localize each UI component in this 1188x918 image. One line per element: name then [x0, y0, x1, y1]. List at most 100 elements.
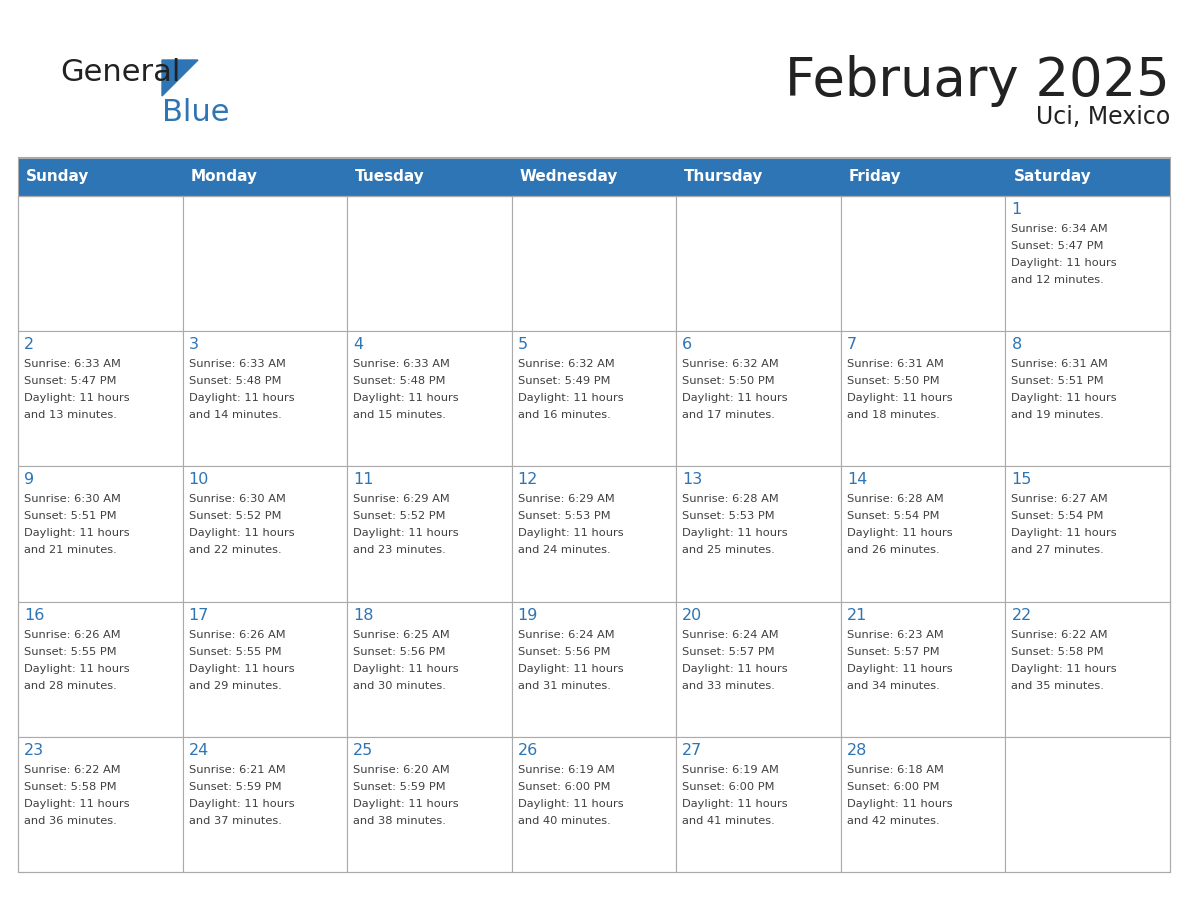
Text: Sunset: 5:47 PM: Sunset: 5:47 PM: [24, 376, 116, 386]
Bar: [1005, 158, 1170, 196]
Text: February 2025: February 2025: [785, 55, 1170, 107]
Text: Daylight: 11 hours: Daylight: 11 hours: [189, 799, 295, 809]
Text: Sunset: 5:55 PM: Sunset: 5:55 PM: [189, 646, 282, 656]
Text: and 16 minutes.: and 16 minutes.: [518, 410, 611, 420]
Text: Daylight: 11 hours: Daylight: 11 hours: [682, 799, 788, 809]
Text: and 30 minutes.: and 30 minutes.: [353, 680, 446, 690]
Text: and 23 minutes.: and 23 minutes.: [353, 545, 446, 555]
Bar: [1005, 196, 1170, 331]
Text: Sunset: 5:52 PM: Sunset: 5:52 PM: [353, 511, 446, 521]
Bar: [183, 196, 347, 331]
Text: Tuesday: Tuesday: [355, 170, 425, 185]
Text: Sunrise: 6:33 AM: Sunrise: 6:33 AM: [189, 359, 285, 369]
Text: Sunrise: 6:29 AM: Sunrise: 6:29 AM: [353, 495, 450, 504]
Bar: [676, 331, 841, 466]
Text: Sunrise: 6:24 AM: Sunrise: 6:24 AM: [518, 630, 614, 640]
Text: and 25 minutes.: and 25 minutes.: [682, 545, 775, 555]
Text: 22: 22: [1011, 608, 1031, 622]
Text: and 14 minutes.: and 14 minutes.: [189, 410, 282, 420]
Text: Sunrise: 6:33 AM: Sunrise: 6:33 AM: [24, 359, 121, 369]
Text: and 15 minutes.: and 15 minutes.: [353, 410, 446, 420]
Text: Sunset: 6:00 PM: Sunset: 6:00 PM: [847, 782, 940, 792]
Text: Sunset: 5:53 PM: Sunset: 5:53 PM: [682, 511, 775, 521]
Bar: [18, 601, 183, 737]
Text: Sunset: 5:57 PM: Sunset: 5:57 PM: [847, 646, 940, 656]
Bar: [676, 466, 841, 601]
Text: Sunset: 5:51 PM: Sunset: 5:51 PM: [24, 511, 116, 521]
Text: 15: 15: [1011, 473, 1032, 487]
Bar: [841, 158, 1005, 196]
Text: Sunrise: 6:22 AM: Sunrise: 6:22 AM: [1011, 630, 1108, 640]
Bar: [512, 466, 676, 601]
Text: Monday: Monday: [190, 170, 258, 185]
Text: 2: 2: [24, 337, 34, 353]
Bar: [18, 331, 183, 466]
Text: Wednesday: Wednesday: [519, 170, 618, 185]
Text: 5: 5: [518, 337, 527, 353]
Text: 26: 26: [518, 743, 538, 757]
Text: Sunset: 6:00 PM: Sunset: 6:00 PM: [682, 782, 775, 792]
Text: 3: 3: [189, 337, 198, 353]
Text: 7: 7: [847, 337, 857, 353]
Text: Sunrise: 6:32 AM: Sunrise: 6:32 AM: [682, 359, 779, 369]
Text: Daylight: 11 hours: Daylight: 11 hours: [24, 529, 129, 538]
Text: 12: 12: [518, 473, 538, 487]
Bar: [183, 158, 347, 196]
Text: Sunrise: 6:28 AM: Sunrise: 6:28 AM: [682, 495, 779, 504]
Text: Sunrise: 6:33 AM: Sunrise: 6:33 AM: [353, 359, 450, 369]
Text: Daylight: 11 hours: Daylight: 11 hours: [518, 664, 624, 674]
Text: Uci, Mexico: Uci, Mexico: [1036, 105, 1170, 129]
Text: and 12 minutes.: and 12 minutes.: [1011, 275, 1104, 285]
Text: Daylight: 11 hours: Daylight: 11 hours: [847, 799, 953, 809]
Text: and 34 minutes.: and 34 minutes.: [847, 680, 940, 690]
Text: 28: 28: [847, 743, 867, 757]
Text: Sunday: Sunday: [26, 170, 89, 185]
Text: and 18 minutes.: and 18 minutes.: [847, 410, 940, 420]
Bar: [1005, 466, 1170, 601]
Bar: [841, 466, 1005, 601]
Text: Sunrise: 6:31 AM: Sunrise: 6:31 AM: [847, 359, 943, 369]
Bar: [676, 158, 841, 196]
Text: Daylight: 11 hours: Daylight: 11 hours: [353, 799, 459, 809]
Bar: [183, 466, 347, 601]
Text: and 21 minutes.: and 21 minutes.: [24, 545, 116, 555]
Bar: [676, 601, 841, 737]
Text: Daylight: 11 hours: Daylight: 11 hours: [518, 529, 624, 538]
Text: 19: 19: [518, 608, 538, 622]
Text: and 27 minutes.: and 27 minutes.: [1011, 545, 1104, 555]
Text: Sunset: 5:50 PM: Sunset: 5:50 PM: [847, 376, 940, 386]
Text: and 40 minutes.: and 40 minutes.: [518, 816, 611, 826]
Text: Sunrise: 6:25 AM: Sunrise: 6:25 AM: [353, 630, 450, 640]
Text: Sunrise: 6:34 AM: Sunrise: 6:34 AM: [1011, 224, 1108, 234]
Text: and 41 minutes.: and 41 minutes.: [682, 816, 775, 826]
Text: and 31 minutes.: and 31 minutes.: [518, 680, 611, 690]
Bar: [18, 737, 183, 872]
Text: and 36 minutes.: and 36 minutes.: [24, 816, 116, 826]
Text: Sunrise: 6:31 AM: Sunrise: 6:31 AM: [1011, 359, 1108, 369]
Bar: [512, 601, 676, 737]
Text: Daylight: 11 hours: Daylight: 11 hours: [1011, 258, 1117, 268]
Text: Sunset: 5:51 PM: Sunset: 5:51 PM: [1011, 376, 1104, 386]
Text: Sunrise: 6:28 AM: Sunrise: 6:28 AM: [847, 495, 943, 504]
Bar: [512, 737, 676, 872]
Bar: [183, 601, 347, 737]
Text: Sunrise: 6:23 AM: Sunrise: 6:23 AM: [847, 630, 943, 640]
Text: 27: 27: [682, 743, 702, 757]
Text: Sunset: 5:50 PM: Sunset: 5:50 PM: [682, 376, 775, 386]
Text: Sunrise: 6:19 AM: Sunrise: 6:19 AM: [682, 765, 779, 775]
Text: Blue: Blue: [162, 98, 229, 127]
Text: Sunset: 5:58 PM: Sunset: 5:58 PM: [1011, 646, 1104, 656]
Bar: [512, 331, 676, 466]
Text: Sunrise: 6:32 AM: Sunrise: 6:32 AM: [518, 359, 614, 369]
Text: Daylight: 11 hours: Daylight: 11 hours: [189, 393, 295, 403]
Bar: [1005, 737, 1170, 872]
Text: 6: 6: [682, 337, 693, 353]
Text: Sunrise: 6:27 AM: Sunrise: 6:27 AM: [1011, 495, 1108, 504]
Text: Sunset: 5:48 PM: Sunset: 5:48 PM: [353, 376, 446, 386]
Text: Sunrise: 6:20 AM: Sunrise: 6:20 AM: [353, 765, 450, 775]
Text: Daylight: 11 hours: Daylight: 11 hours: [682, 529, 788, 538]
Text: Daylight: 11 hours: Daylight: 11 hours: [24, 664, 129, 674]
Text: Sunrise: 6:22 AM: Sunrise: 6:22 AM: [24, 765, 121, 775]
Text: Sunset: 5:49 PM: Sunset: 5:49 PM: [518, 376, 611, 386]
Text: 10: 10: [189, 473, 209, 487]
